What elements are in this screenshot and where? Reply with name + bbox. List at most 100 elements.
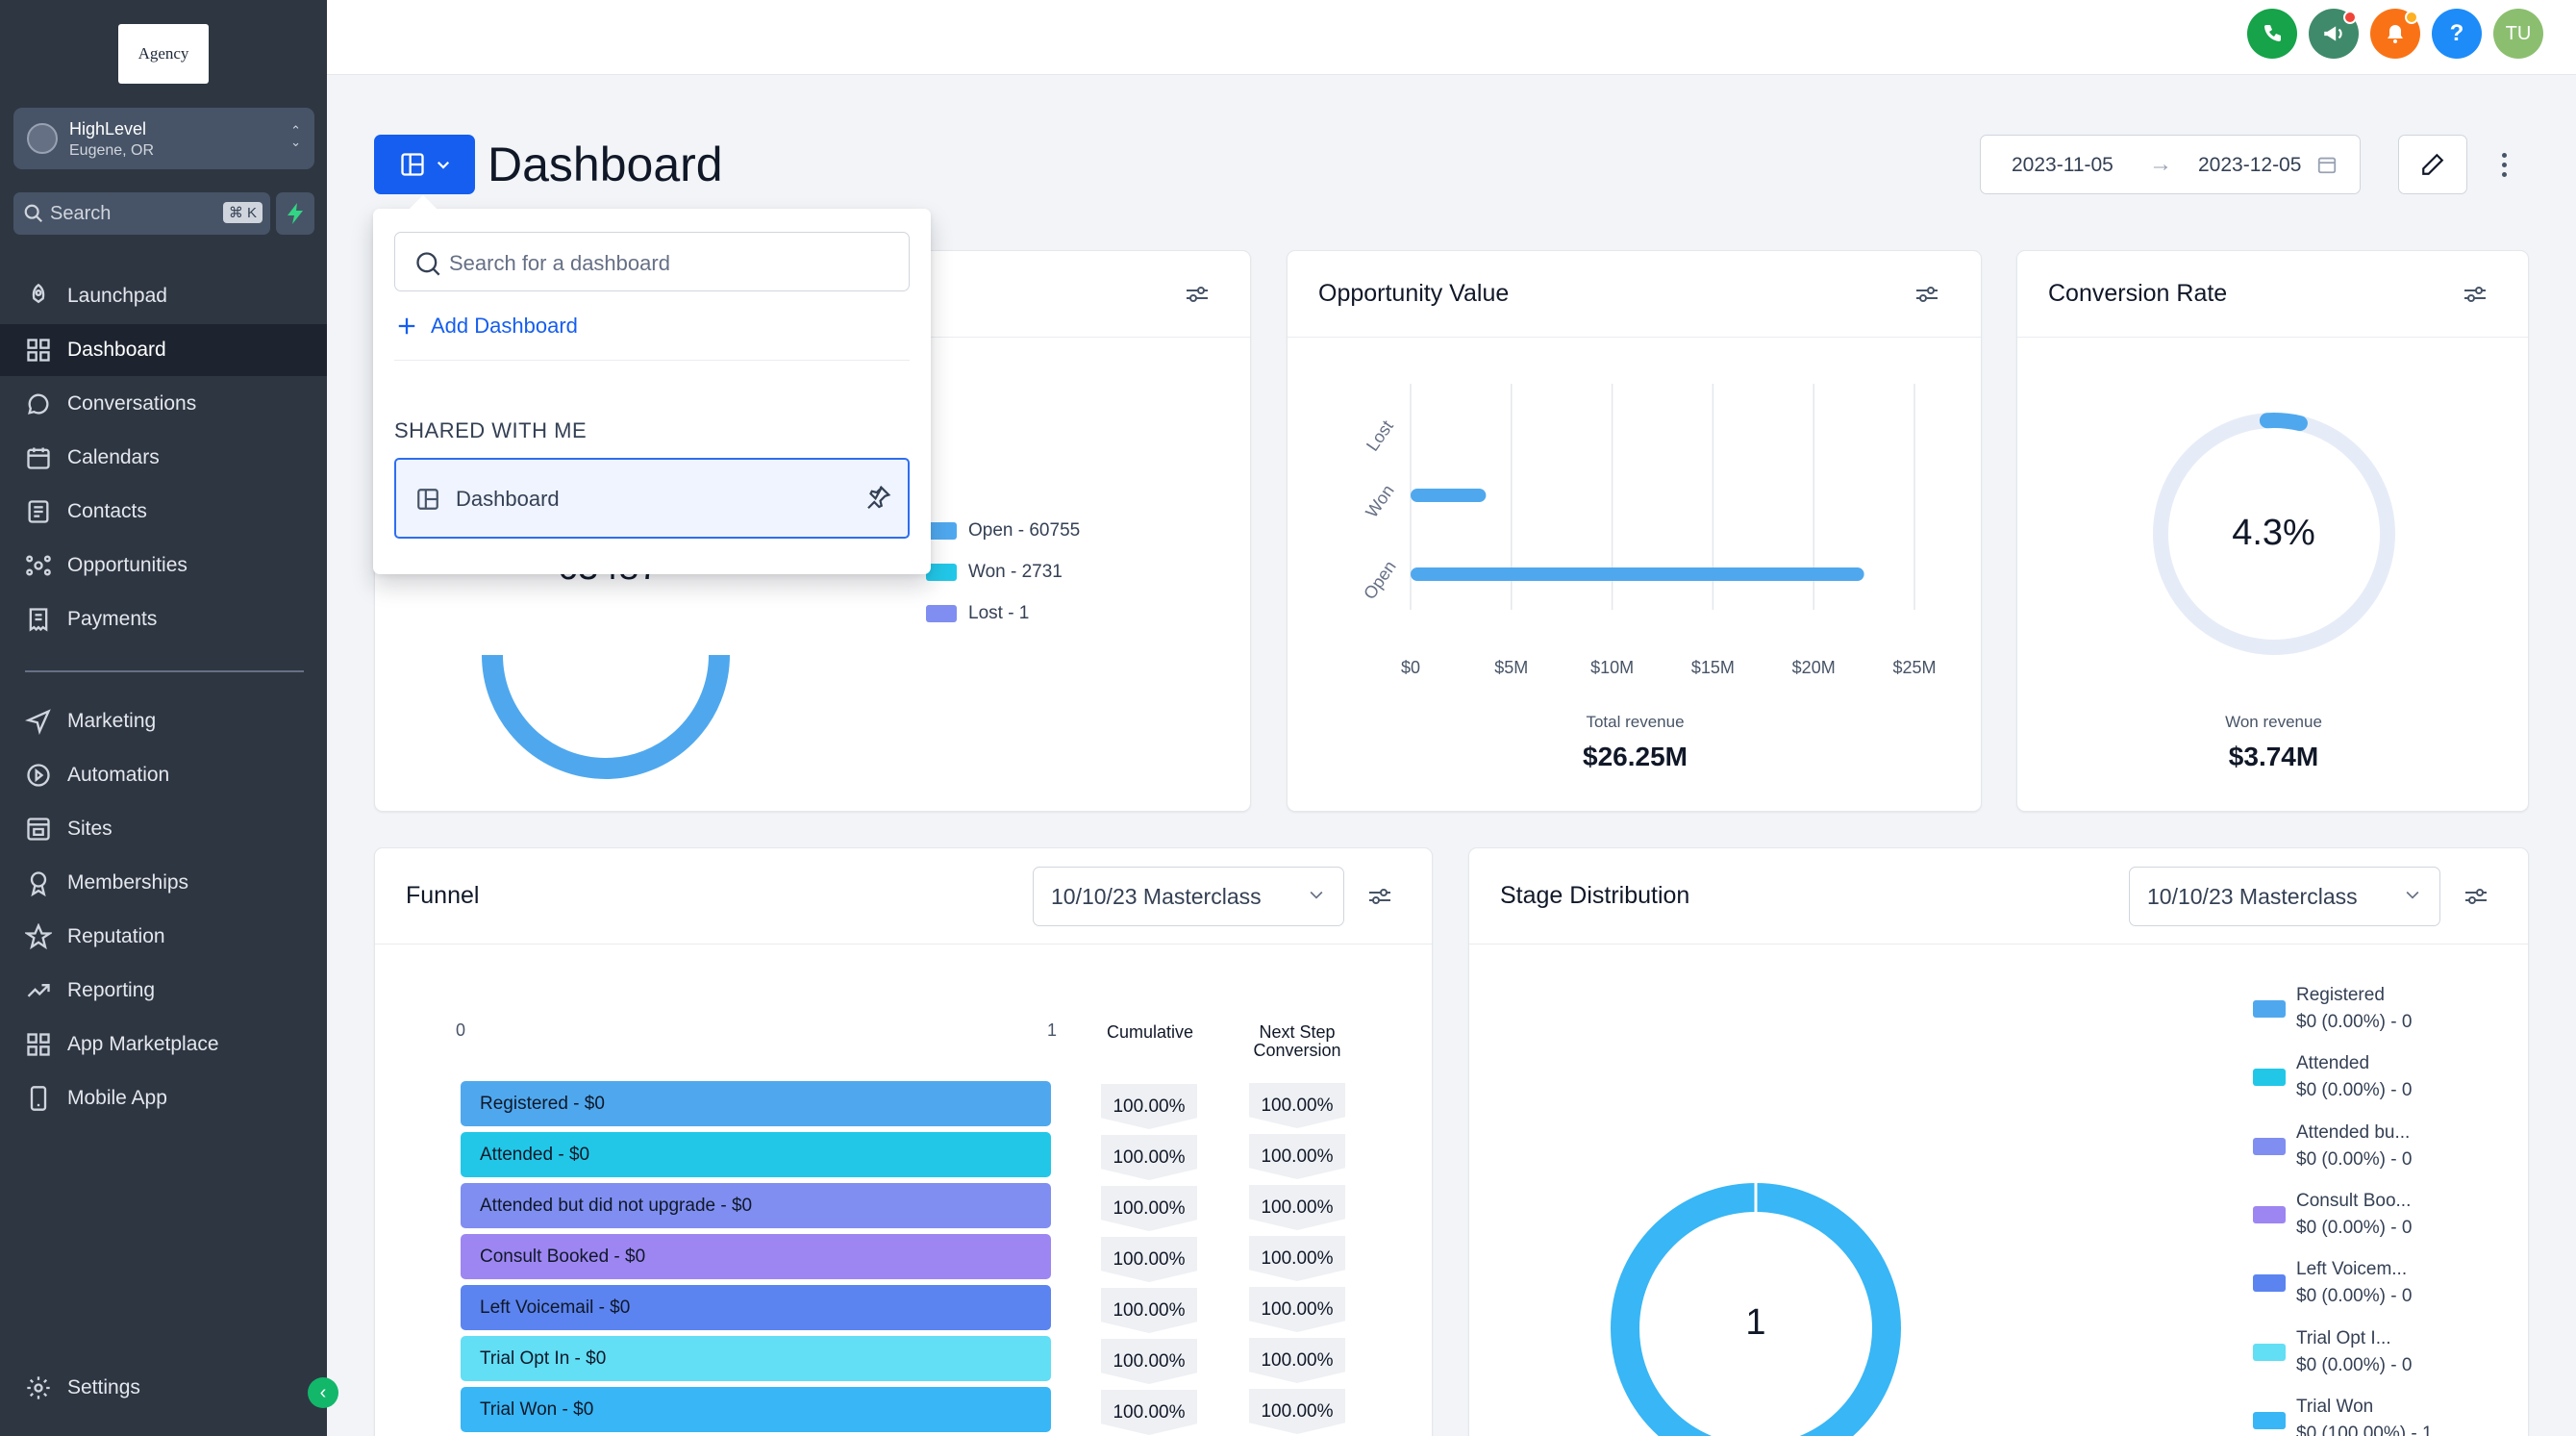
conversion-rate-card: Conversion Rate 4.3% Won revenue $3.74M	[2016, 250, 2529, 812]
pin-icon[interactable]	[863, 483, 892, 512]
pipeline-select[interactable]: 10/10/23 Masterclass	[2129, 867, 2440, 926]
cumulative-header: Cumulative	[1106, 1022, 1194, 1042]
next-step-value: 100.00%	[1249, 1185, 1345, 1230]
legend-item[interactable]: Won - 2731	[926, 562, 1063, 583]
help-button[interactable]: ?	[2432, 9, 2482, 59]
sidebar-item-contacts[interactable]: Contacts	[0, 486, 327, 538]
funnel-stage-bar[interactable]: Trial Opt In - $0	[461, 1336, 1051, 1381]
funnel-stage-label: Attended but did not upgrade - $0	[480, 1195, 753, 1216]
funnel-stage-bar[interactable]: Consult Booked - $0	[461, 1234, 1051, 1279]
quick-action-button[interactable]	[276, 192, 314, 235]
legend-stage-value: $0 (0.00%) - 0	[2296, 1217, 2413, 1238]
legend-swatch	[2253, 1274, 2286, 1293]
date-end: 2023-12-05	[2198, 154, 2302, 176]
agency-logo[interactable]: Agency	[118, 24, 209, 84]
date-range-picker[interactable]: 2023-11-05 → 2023-12-05	[1980, 135, 2361, 194]
sidebar-item-payments[interactable]: Payments	[0, 593, 327, 645]
next-step-header: Next Step Conversion	[1253, 1022, 1341, 1060]
sidebar-item-settings[interactable]: Settings	[0, 1362, 327, 1414]
notifications-button[interactable]	[2370, 9, 2420, 59]
legend-stage-name[interactable]: Attended	[2296, 1053, 2370, 1074]
sidebar-item-mobile-app[interactable]: Mobile App	[0, 1072, 327, 1124]
sidebar-item-label: Automation	[67, 764, 170, 786]
phone-button[interactable]	[2247, 9, 2297, 59]
bell-icon	[2388, 25, 2403, 43]
next-step-value: 100.00%	[1249, 1236, 1345, 1281]
bar-won[interactable]	[1411, 489, 1487, 502]
sidebar-item-dashboard[interactable]: Dashboard	[0, 324, 327, 376]
filter-icon[interactable]	[1367, 885, 1392, 908]
legend-stage-name[interactable]: Trial Opt I...	[2296, 1327, 2391, 1348]
sidebar-item-opportunities[interactable]: Opportunities	[0, 540, 327, 592]
sidebar-item-calendars[interactable]: Calendars	[0, 432, 327, 484]
dashboard-search-input[interactable]: Search for a dashboard	[394, 232, 910, 291]
filter-icon[interactable]	[1914, 283, 1939, 306]
more-options-icon[interactable]	[2496, 144, 2512, 185]
add-dashboard-label: Add Dashboard	[431, 314, 578, 338]
legend-stage-value: $0 (0.00%) - 0	[2296, 1148, 2413, 1170]
funnel-stage-bar[interactable]: Attended but did not upgrade - $0	[461, 1183, 1051, 1228]
stage-distribution-donut	[1611, 1182, 1901, 1436]
y-tick-label: Won	[1362, 481, 1397, 521]
legend-stage-name[interactable]: Attended bu...	[2296, 1121, 2411, 1143]
notification-dot	[2405, 11, 2418, 24]
card-title: Funnel	[406, 882, 480, 909]
opportunity-value-card: Opportunity Value $0 $5M $10M $15M $20M $25M L…	[1287, 250, 1982, 812]
legend-stage-name[interactable]: Registered	[2296, 985, 2385, 1005]
funnel-stage-bar[interactable]: Registered - $0	[461, 1081, 1051, 1126]
dashboard-switcher-button[interactable]	[374, 135, 475, 194]
legend-swatch	[926, 564, 957, 581]
card-header	[1288, 251, 1981, 338]
legend-item[interactable]: Lost - 1	[926, 603, 1029, 624]
account-location: Eugene, OR	[69, 142, 155, 159]
search-icon	[24, 204, 43, 223]
sidebar-item-label: Mobile App	[67, 1087, 167, 1109]
next-step-value: 100.00%	[1249, 1287, 1345, 1332]
filter-icon[interactable]	[2463, 885, 2488, 908]
won-slice[interactable]	[2259, 413, 2308, 432]
user-avatar[interactable]: TU	[2493, 9, 2543, 59]
filter-icon[interactable]	[2463, 283, 2488, 306]
legend-stage-value: $0 (0.00%) - 0	[2296, 1354, 2413, 1375]
edit-dashboard-button[interactable]	[2398, 135, 2467, 194]
conversion-rate-donut	[2153, 413, 2395, 655]
cumulative-value: 100.00%	[1101, 1288, 1197, 1333]
bar-open[interactable]	[1411, 567, 1864, 581]
y-tick-label: Open	[1360, 557, 1400, 603]
sidebar-item-reputation[interactable]: Reputation	[0, 911, 327, 963]
account-avatar-icon	[27, 123, 58, 154]
pipeline-select[interactable]: 10/10/23 Masterclass	[1033, 867, 1344, 926]
phone-icon	[30, 1086, 47, 1111]
legend-stage-name[interactable]: Consult Boo...	[2296, 1190, 2412, 1211]
funnel-stage-bar[interactable]: Attended - $0	[461, 1132, 1051, 1177]
account-switcher[interactable]: HighLevel Eugene, OR ⌃ ⌄	[13, 108, 314, 169]
sidebar-item-conversations[interactable]: Conversations	[0, 378, 327, 430]
funnel-stage-label: Left Voicemail - $0	[480, 1297, 631, 1318]
legend-label: Won - 2731	[968, 562, 1063, 582]
chevron-down-icon	[437, 161, 449, 169]
legend-stage-name[interactable]: Left Voicem...	[2296, 1259, 2408, 1280]
legend-swatch	[2253, 1343, 2286, 1361]
announcements-button[interactable]	[2309, 9, 2359, 59]
funnel-stage-bar[interactable]: Left Voicemail - $0	[461, 1285, 1051, 1330]
add-dashboard-button[interactable]: Add Dashboard	[396, 314, 578, 339]
sidebar-item-sites[interactable]: Sites	[0, 803, 327, 855]
x-tick-label: $10M	[1590, 658, 1634, 677]
sidebar-item-launchpad[interactable]: Launchpad	[0, 270, 327, 322]
funnel-stage-bar[interactable]: Trial Won - $0	[461, 1387, 1051, 1432]
cumulative-value: 100.00%	[1101, 1084, 1197, 1129]
sidebar-item-automation[interactable]: Automation	[0, 749, 327, 801]
total-revenue-caption: Total revenue	[1586, 713, 1685, 731]
filter-icon[interactable]	[1185, 283, 1210, 306]
sidebar-search[interactable]: Search ⌘ K	[13, 192, 270, 235]
collapse-sidebar-button[interactable]: ‹	[308, 1377, 338, 1408]
sidebar-item-marketing[interactable]: Marketing	[0, 695, 327, 747]
dashboard-list-item[interactable]: Dashboard	[394, 458, 910, 539]
sidebar-item-memberships[interactable]: Memberships	[0, 857, 327, 909]
dashboard-list-item-label: Dashboard	[456, 487, 560, 511]
sidebar-item-reporting[interactable]: Reporting	[0, 965, 327, 1017]
sidebar-item-app-marketplace[interactable]: App Marketplace	[0, 1019, 327, 1071]
legend-stage-name[interactable]: Trial Won	[2296, 1396, 2374, 1417]
legend-item[interactable]: Open - 60755	[926, 520, 1080, 542]
next-step-value: 100.00%	[1249, 1134, 1345, 1179]
